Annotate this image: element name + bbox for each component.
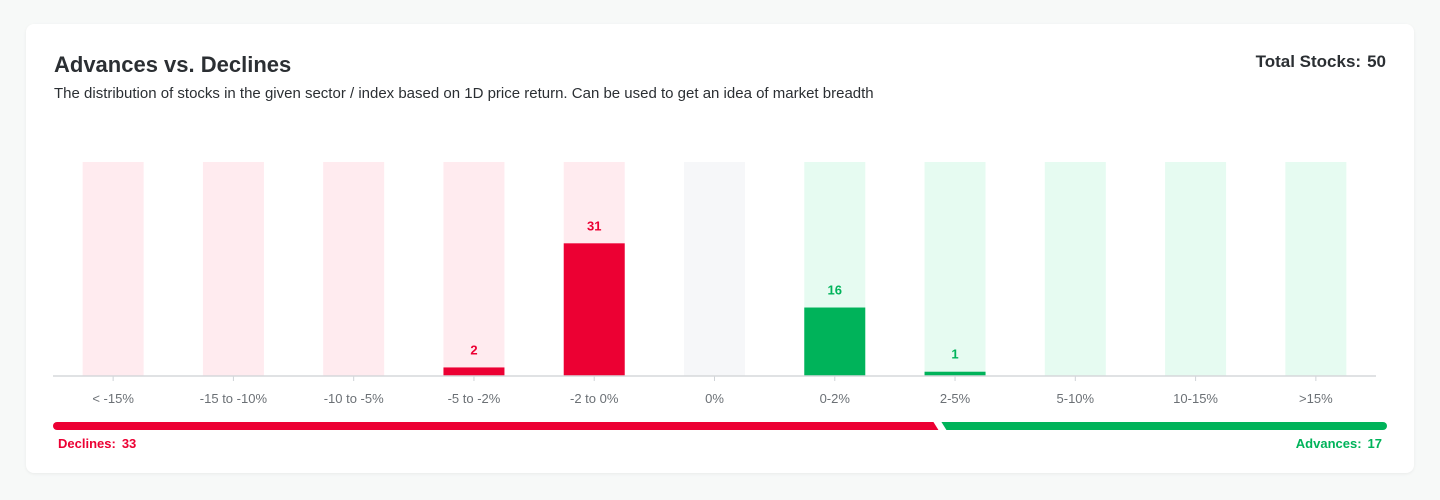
bar-background [1165, 162, 1227, 376]
declines-label: Declines: [58, 436, 116, 451]
bar-value-label: 2 [470, 342, 477, 357]
x-tick-label: >15% [1299, 391, 1333, 406]
bar-background [924, 162, 986, 376]
advances-label: Advances: [1295, 436, 1362, 451]
x-tick-label: < -15% [92, 391, 134, 406]
bar-background [443, 162, 505, 376]
x-tick-label: -10 to -5% [324, 391, 384, 406]
total-stocks-label: Total Stocks: [1255, 52, 1362, 71]
advances-value: 17 [1367, 436, 1382, 451]
declines-summary: Declines: 33 [58, 436, 136, 451]
bar-background [82, 162, 144, 376]
x-tick-label: -15 to -10% [200, 391, 268, 406]
advances-summary: Advances: 17 [1296, 436, 1382, 451]
card-title: Advances vs. Declines [54, 52, 292, 77]
bar-background [1285, 162, 1347, 376]
total-stocks-value: 50 [1367, 52, 1386, 71]
bar-background [202, 162, 264, 376]
advances-declines-card: Advances vs. Declines The distribution o… [26, 24, 1414, 473]
distribution-chart: < -15% -15 to -10% -10 to -5% 2 -5 to -2% 31 -… [53, 162, 1387, 430]
bar-value-label: 1 [951, 347, 958, 362]
x-tick-label: -5 to -2% [448, 391, 501, 406]
card-subtitle: The distribution of stocks in the given … [54, 85, 874, 102]
x-tick-label: 5-10% [1057, 391, 1095, 406]
x-tick-label: 2-5% [940, 391, 971, 406]
bar [563, 243, 625, 376]
bar [924, 371, 986, 376]
x-tick-label: 0% [705, 391, 724, 406]
bar-background [323, 162, 385, 376]
bar-background [684, 162, 745, 376]
x-tick-label: -2 to 0% [570, 391, 619, 406]
bar-value-label: 16 [828, 283, 842, 298]
x-tick-label: 0-2% [820, 391, 851, 406]
bar [804, 307, 866, 376]
advances-breadth-bar [941, 422, 1387, 430]
bar-background [1044, 162, 1106, 376]
total-stocks: Total Stocks: 50 [1256, 52, 1386, 72]
bar-value-label: 31 [587, 218, 601, 233]
declines-breadth-bar [53, 422, 939, 430]
declines-value: 33 [121, 436, 137, 451]
x-tick-label: 10-15% [1173, 391, 1218, 406]
bar [443, 367, 505, 376]
